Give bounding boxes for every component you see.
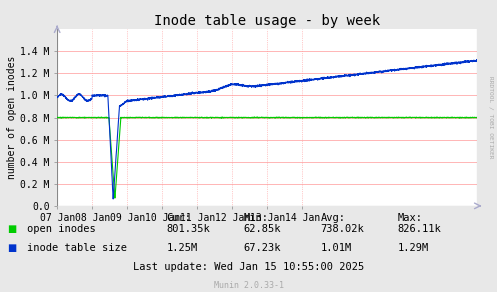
Text: ■: ■ — [7, 243, 17, 253]
Text: 1.29M: 1.29M — [398, 243, 429, 253]
Text: 801.35k: 801.35k — [166, 224, 210, 234]
Y-axis label: number of open inodes: number of open inodes — [7, 56, 17, 179]
Text: Cur:: Cur: — [166, 213, 191, 223]
Text: open inodes: open inodes — [27, 224, 96, 234]
Text: 738.02k: 738.02k — [321, 224, 364, 234]
Text: RRDTOOL / TOBI OETIKER: RRDTOOL / TOBI OETIKER — [489, 76, 494, 158]
Text: Last update: Wed Jan 15 10:55:00 2025: Last update: Wed Jan 15 10:55:00 2025 — [133, 262, 364, 272]
Text: 826.11k: 826.11k — [398, 224, 441, 234]
Text: 62.85k: 62.85k — [244, 224, 281, 234]
Text: Avg:: Avg: — [321, 213, 345, 223]
Text: Max:: Max: — [398, 213, 422, 223]
Title: Inode table usage - by week: Inode table usage - by week — [154, 14, 380, 28]
Text: 1.01M: 1.01M — [321, 243, 352, 253]
Text: ■: ■ — [7, 224, 17, 234]
Text: 1.25M: 1.25M — [166, 243, 198, 253]
Text: 67.23k: 67.23k — [244, 243, 281, 253]
Text: inode table size: inode table size — [27, 243, 127, 253]
Text: Min:: Min: — [244, 213, 268, 223]
Text: Munin 2.0.33-1: Munin 2.0.33-1 — [214, 281, 283, 290]
